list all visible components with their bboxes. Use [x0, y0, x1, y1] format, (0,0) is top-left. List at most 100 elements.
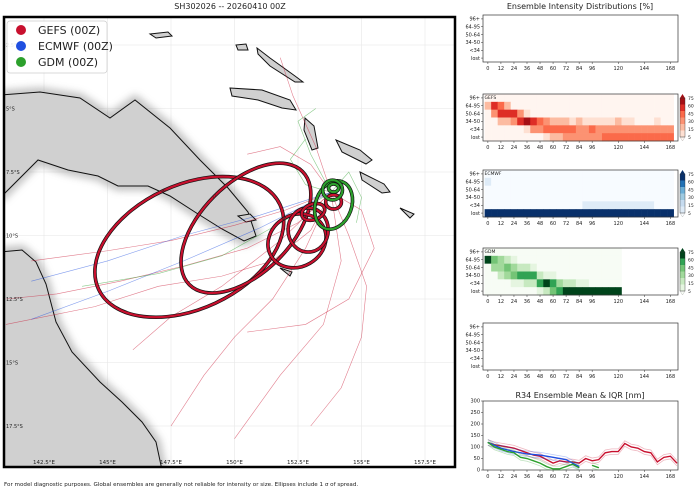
ecmwf-data-point [526, 453, 528, 455]
heatmap-cell [510, 170, 518, 179]
heatmap-cell [523, 133, 531, 142]
heatmap-cell [641, 185, 648, 194]
gdm-data-point [591, 465, 593, 466]
heatmap-cell [660, 109, 668, 118]
heatmap-cell [595, 185, 603, 194]
heatmap-cell [569, 125, 577, 134]
row-label: 34-50 [465, 195, 480, 201]
heatmap-cell [543, 263, 551, 272]
lat-label: 5°S [6, 107, 15, 113]
heatmap-cell [621, 209, 629, 218]
legend-item-gdm: GDM (00Z) [16, 56, 98, 69]
heatmap-cell [504, 248, 512, 257]
heatmap-cell [549, 209, 557, 218]
heatmap-cell [510, 209, 518, 218]
row-label: 50-64 [465, 340, 480, 346]
x-tick-label: 0 [486, 474, 489, 480]
heatmap-cell [654, 94, 661, 103]
heatmap-cell [556, 94, 564, 103]
r34-frame [482, 400, 679, 471]
heatmap-cell [660, 101, 668, 110]
heatmap-cell [517, 287, 525, 296]
row-label: 34-50 [465, 40, 480, 46]
heatmap-cell [536, 170, 544, 179]
x-tick-label: 0 [486, 145, 489, 151]
heatmap-cell [614, 94, 622, 103]
gdm-iqr-upper [592, 462, 599, 466]
heatmap-cell [536, 248, 544, 257]
heatmap-cell [601, 185, 609, 194]
gefs-data-point [572, 461, 574, 463]
heatmap-cell [595, 125, 603, 134]
cape-york-coast [4, 249, 162, 467]
gdm-data-point [552, 468, 554, 470]
heatmap-cell [595, 94, 603, 103]
heatmap-cell [484, 271, 492, 280]
heatmap-cell [614, 248, 622, 257]
gdm-ellipse [326, 182, 341, 194]
heatmap-cell [549, 94, 557, 103]
heatmap-cell [517, 94, 525, 103]
row-label: 96+ [469, 325, 480, 331]
heatmap-cell [517, 125, 525, 134]
heatmap-cell [588, 279, 596, 288]
heatmap-cell [647, 170, 655, 179]
heatmap-cell [523, 248, 531, 257]
heatmap-cell [582, 170, 590, 179]
ellipse-hour-label: 48 [281, 215, 288, 222]
heatmap-cell [654, 201, 661, 210]
gefs-data-point [520, 450, 521, 451]
heatmap-cell [517, 271, 525, 280]
gefs-data-point [513, 447, 515, 449]
colorbar-extend-max [680, 170, 685, 174]
colorbar-tick-label: 45 [688, 187, 694, 193]
heatmap-cell [595, 255, 603, 264]
heatmap-cell [621, 101, 629, 110]
x-tick-label: 12 [498, 66, 504, 72]
heatmap-cell [536, 125, 544, 134]
ellipse-hour-label: 96 [160, 187, 167, 194]
x-tick-label: 36 [524, 66, 530, 72]
heatmap-cell [582, 248, 590, 257]
x-tick-label: 96 [589, 221, 595, 227]
gdm-data-point [565, 466, 567, 467]
heatmap-cell [491, 271, 498, 280]
heatmap-cell [588, 255, 596, 264]
heatmap-cell [614, 209, 622, 218]
heatmap-cell [641, 133, 648, 142]
heatmap-cell [614, 177, 622, 186]
gefs-data-point [676, 462, 678, 464]
heatmap-cell [654, 109, 661, 118]
heatmap-cell [608, 287, 616, 296]
gefs-data-point [546, 459, 547, 461]
heatmap-cell [491, 125, 498, 134]
heatmap-cell [484, 101, 492, 110]
x-tick-label: 72 [563, 474, 569, 480]
heatmap-cell [523, 279, 531, 288]
heatmap-cell [549, 101, 557, 110]
gefs-data-point [643, 451, 645, 452]
colorbar-tick-label: 75 [688, 96, 694, 102]
heatmap-cell [575, 101, 583, 110]
gefs-data-point [669, 455, 671, 457]
heatmap-cell [504, 133, 512, 142]
heatmap-cell [660, 170, 668, 179]
row-label: lost [471, 135, 480, 141]
heatmap-cell [595, 101, 603, 110]
coastlines [4, 31, 415, 467]
x-tick-label: 120 [613, 374, 623, 380]
heatmap-cell [634, 109, 642, 118]
heatmap-cell [595, 170, 603, 179]
gefs-track-line [247, 192, 375, 333]
heatmap-cell [601, 209, 609, 218]
heatmap-cell [582, 177, 590, 186]
heatmap-cell [654, 193, 661, 202]
colorbar-segment [680, 278, 685, 285]
row-label: 34-50 [465, 119, 480, 125]
heatmap-cell [536, 177, 544, 186]
heatmap-cell [504, 177, 512, 186]
lat-label: 15°S [6, 361, 18, 367]
heatmap-cell [536, 193, 544, 202]
heatmap-cell [504, 287, 512, 296]
